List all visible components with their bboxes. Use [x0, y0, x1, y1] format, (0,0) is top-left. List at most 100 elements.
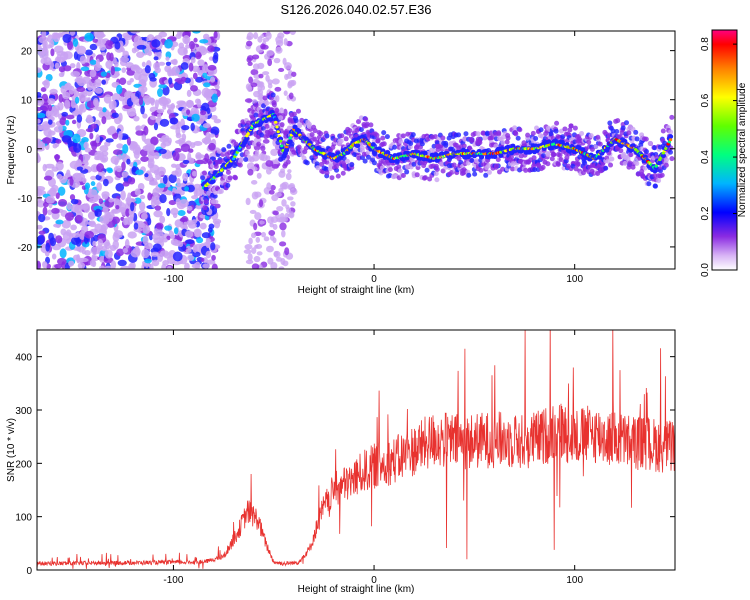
- heatmap-cell: [525, 132, 531, 138]
- heatmap-cell: [628, 152, 634, 158]
- heatmap-cell: [253, 112, 259, 118]
- heatmap-cell: [324, 170, 330, 176]
- heatmap-cell: [59, 248, 67, 259]
- heatmap-cell: [149, 77, 157, 82]
- snr-panel: -100 0 100 0 100 200 300 400 Height of straigh…: [6, 329, 676, 595]
- colorbar-tick-label: 0.6: [700, 93, 711, 107]
- heatmap-cell: [614, 129, 620, 135]
- heatmap-cell: [97, 239, 104, 247]
- heatmap-cell: [152, 187, 160, 198]
- heatmap-cell: [603, 165, 609, 171]
- heatmap-cell: [38, 36, 49, 44]
- heatmap-cell: [493, 163, 499, 169]
- colorbar-tick-label: 0.8: [700, 37, 711, 51]
- heatmap-cell: [634, 136, 640, 142]
- heatmap-cell: [258, 264, 263, 269]
- heatmap-cell: [201, 232, 211, 239]
- spectrogram-x-label: Height of straight line (km): [298, 285, 415, 296]
- heatmap-cell: [94, 156, 100, 161]
- heatmap-cell: [161, 263, 167, 269]
- heatmap-cell: [74, 96, 80, 104]
- heatmap-cell: [182, 159, 190, 164]
- heatmap-cell: [157, 88, 163, 98]
- heatmap-cell: [250, 232, 257, 239]
- heatmap-cell: [137, 182, 145, 191]
- heatmap-cell: [65, 114, 75, 120]
- snr-ytick-label: 300: [15, 406, 32, 417]
- colorbar-tick-label: 0.0: [700, 263, 711, 277]
- heatmap-cell: [505, 135, 511, 141]
- heatmap-cell: [162, 175, 168, 185]
- heatmap-cell: [213, 190, 219, 196]
- heatmap-cell: [142, 145, 152, 152]
- heatmap-cell: [103, 256, 114, 264]
- heatmap-cell: [374, 132, 380, 138]
- heatmap-cell: [80, 66, 90, 72]
- heatmap-cell: [73, 254, 80, 261]
- heatmap-cell: [280, 168, 286, 174]
- heatmap-cell: [141, 61, 146, 68]
- heatmap-cell: [120, 265, 131, 269]
- heatmap-cell: [486, 163, 492, 169]
- heatmap-cell: [387, 167, 393, 173]
- heatmap-cell: [477, 140, 483, 146]
- spectrogram-frame: [36, 30, 676, 270]
- heatmap-cell: [166, 265, 172, 269]
- heatmap-cell: [187, 254, 195, 261]
- heatmap-cell: [255, 236, 261, 243]
- heatmap-cell: [142, 113, 148, 119]
- heatmap-cell: [60, 228, 67, 236]
- heatmap-cell: [263, 236, 270, 242]
- heatmap-cell: [277, 136, 284, 142]
- snr-xtick-label: 0: [371, 575, 377, 586]
- heatmap-cell: [368, 122, 374, 128]
- heatmap-cell: [141, 248, 150, 259]
- heatmap-cell: [206, 190, 212, 196]
- heatmap-cell: [619, 130, 625, 136]
- heatmap-cell: [498, 153, 504, 159]
- heatmap-cell: [281, 199, 287, 207]
- heatmap-cell: [75, 172, 86, 182]
- heatmap-cell: [174, 147, 182, 153]
- heatmap-cell: [172, 58, 178, 66]
- heatmap-cell: [112, 149, 123, 156]
- heatmap-cell: [88, 189, 98, 198]
- heatmap-cell: [88, 211, 96, 220]
- heatmap-cell: [353, 147, 359, 153]
- heatmap-cell: [37, 106, 43, 112]
- heatmap-cell: [440, 135, 446, 141]
- heatmap-cell: [49, 237, 57, 247]
- heatmap-cell: [663, 162, 669, 168]
- heatmap-cell: [478, 154, 485, 160]
- heatmap-cell: [407, 144, 413, 150]
- heatmap-cell: [217, 159, 223, 165]
- heatmap-cell: [147, 192, 152, 201]
- heatmap-cell: [256, 251, 263, 256]
- heatmap-cell: [272, 133, 278, 139]
- heatmap-cell: [362, 158, 368, 164]
- spectrogram-xtick-label: 100: [566, 274, 583, 285]
- heatmap-cell: [151, 259, 160, 267]
- snr-ytick-label: 0: [26, 566, 32, 577]
- heatmap-cell: [265, 74, 270, 82]
- heatmap-cell: [158, 84, 168, 89]
- heatmap-cell: [278, 115, 284, 121]
- heatmap-cell: [582, 160, 588, 166]
- heatmap-cell: [152, 243, 162, 252]
- heatmap-cell: [259, 220, 265, 225]
- heatmap-cell: [191, 219, 198, 224]
- heatmap-cell: [147, 158, 155, 167]
- heatmap-cell: [279, 122, 285, 128]
- spectrogram-x-ticks: -100 0 100: [163, 31, 583, 285]
- heatmap-cell: [85, 128, 94, 133]
- heatmap-cell: [469, 138, 475, 144]
- heatmap-cell: [94, 208, 102, 218]
- heatmap-cell: [635, 171, 641, 177]
- heatmap-cell: [188, 40, 195, 50]
- heatmap-cell: [185, 44, 190, 49]
- heatmap-cell: [172, 187, 177, 193]
- heatmap-cell: [130, 31, 141, 34]
- heatmap-cell: [79, 104, 84, 112]
- heatmap-cell: [627, 160, 633, 166]
